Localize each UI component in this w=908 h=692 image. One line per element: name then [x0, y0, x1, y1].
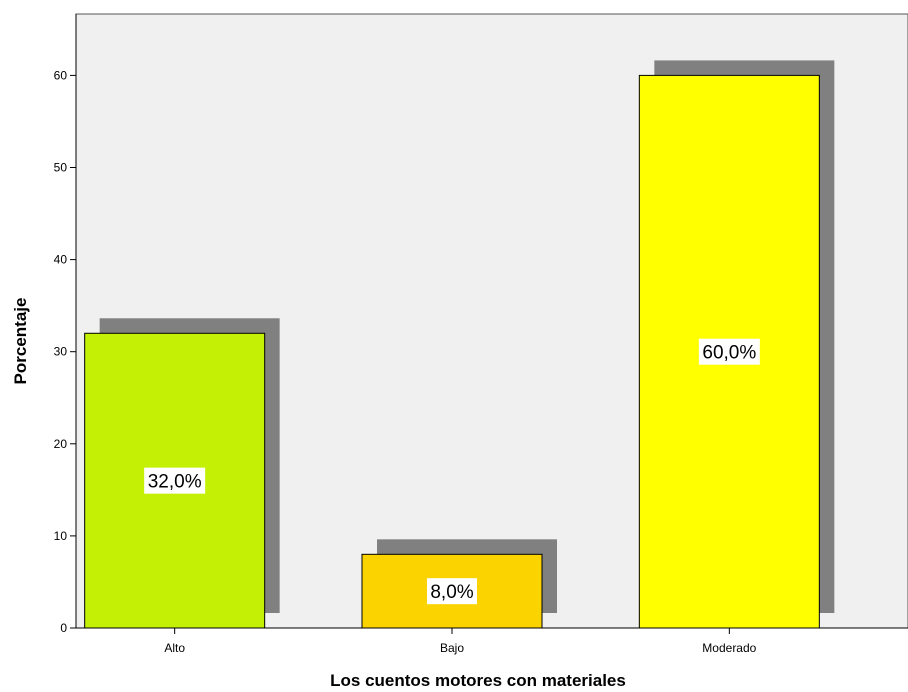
data-label: 60,0%: [702, 343, 756, 364]
x-tick-label: Alto: [164, 641, 185, 655]
y-axis-title: Porcentaje: [11, 298, 30, 385]
y-tick-label: 20: [54, 437, 68, 451]
y-tick-label: 0: [60, 621, 67, 635]
y-tick-label: 10: [54, 529, 68, 543]
y-tick-label: 50: [54, 161, 68, 175]
data-label-box: [698, 338, 760, 365]
x-axis: Alto Bajo Moderado: [76, 627, 908, 655]
y-tick-label: 30: [54, 345, 68, 359]
data-label-box: [427, 578, 477, 605]
data-label-box: [144, 467, 206, 494]
x-tick-label: Bajo: [440, 641, 464, 655]
y-axis: 0 10 20 30 40 50 60: [54, 14, 77, 635]
y-tick-label: 60: [54, 68, 68, 82]
bars: 32,0% 8,0% 60,0%: [84, 60, 835, 629]
y-tick-label: 40: [54, 253, 68, 267]
data-label: 8,0%: [430, 582, 473, 603]
x-axis-title: Los cuentos motores con materiales: [330, 671, 626, 690]
x-tick-label: Moderado: [702, 641, 756, 655]
data-label: 32,0%: [148, 472, 202, 493]
